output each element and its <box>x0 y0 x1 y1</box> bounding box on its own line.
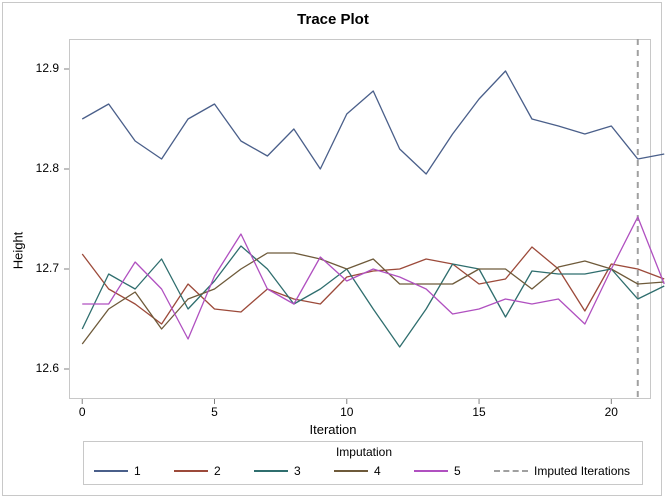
legend-label: 3 <box>294 464 301 478</box>
legend-label: 1 <box>134 464 141 478</box>
legend-item: 2 <box>174 464 221 478</box>
y-tick: 12.7 <box>36 261 59 275</box>
legend-item: 1 <box>94 464 141 478</box>
y-tick: 12.9 <box>36 61 59 75</box>
legend-item: 4 <box>334 464 381 478</box>
x-tick: 10 <box>337 405 357 419</box>
legend-item: 3 <box>254 464 301 478</box>
legend-label: 5 <box>454 464 461 478</box>
x-tick: 5 <box>205 405 225 419</box>
x-tick: 0 <box>72 405 92 419</box>
chart-frame: Trace Plot Height 12.612.712.812.9 05101… <box>2 2 662 496</box>
legend: Imputation 1 2 3 4 5 Imputed Iterations <box>83 441 643 485</box>
legend-label: Imputed Iterations <box>534 464 630 478</box>
x-axis-label: Iteration <box>3 422 663 437</box>
x-tick: 20 <box>601 405 621 419</box>
y-tick: 12.8 <box>36 161 59 175</box>
legend-label: 2 <box>214 464 221 478</box>
legend-item: Imputed Iterations <box>494 464 630 478</box>
legend-item: 5 <box>414 464 461 478</box>
y-tick: 12.6 <box>36 361 59 375</box>
chart-title: Trace Plot <box>3 11 663 28</box>
x-tick: 15 <box>469 405 489 419</box>
legend-label: 4 <box>374 464 381 478</box>
legend-title: Imputation <box>84 445 644 459</box>
trace-plot <box>69 39 651 399</box>
